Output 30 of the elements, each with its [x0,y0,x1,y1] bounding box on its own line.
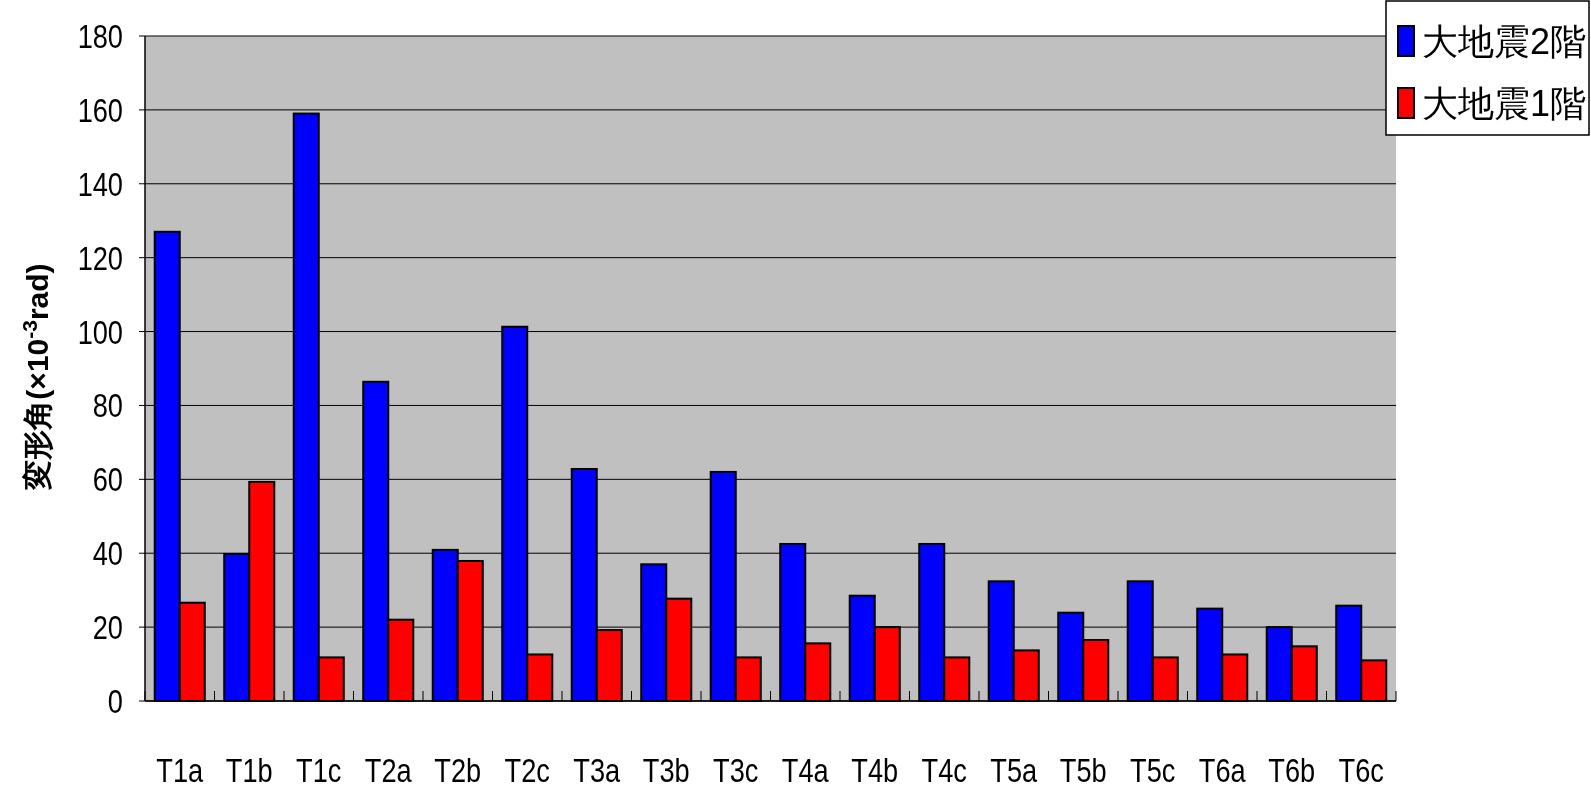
x-tick-label: T1a [156,751,204,790]
x-tick-label: T2c [504,751,550,790]
x-tick-label: T3a [573,751,621,790]
y-tick-label: 100 [77,312,123,352]
y-tick-label: 160 [77,90,123,130]
y-tick-label: 20 [92,608,123,647]
x-tick-label: T1b [225,751,273,790]
x-tick-label: T2a [364,751,413,790]
y-tick-label: 140 [77,164,123,204]
x-tick-label: T4c [921,751,967,790]
y-tick-label: 60 [92,460,123,500]
y-tick-label: 180 [77,17,123,56]
y-tick-label: 40 [92,534,123,573]
legend-label: 大地震1階 [1422,83,1587,124]
x-tick-label: T6a [1198,751,1247,790]
x-tick-label: T3b [642,751,690,790]
x-tick-label: T6c [1338,751,1384,790]
legend-label: 大地震2階 [1422,21,1587,62]
x-tick-label: T3c [713,751,759,790]
x-tick-label: T1c [296,751,342,790]
x-tick-label: T5a [990,751,1038,790]
x-tick-label: T5c [1130,751,1176,790]
y-tick-label: 120 [77,238,123,278]
x-tick-label: T5b [1059,751,1107,790]
x-tick-label: T6b [1268,751,1316,790]
y-tick-label: 0 [107,682,123,721]
y-tick-label: 80 [92,386,123,426]
x-tick-label: T4b [851,751,899,790]
x-tick-label: T4a [781,751,830,790]
x-tick-label: T2b [434,751,482,790]
